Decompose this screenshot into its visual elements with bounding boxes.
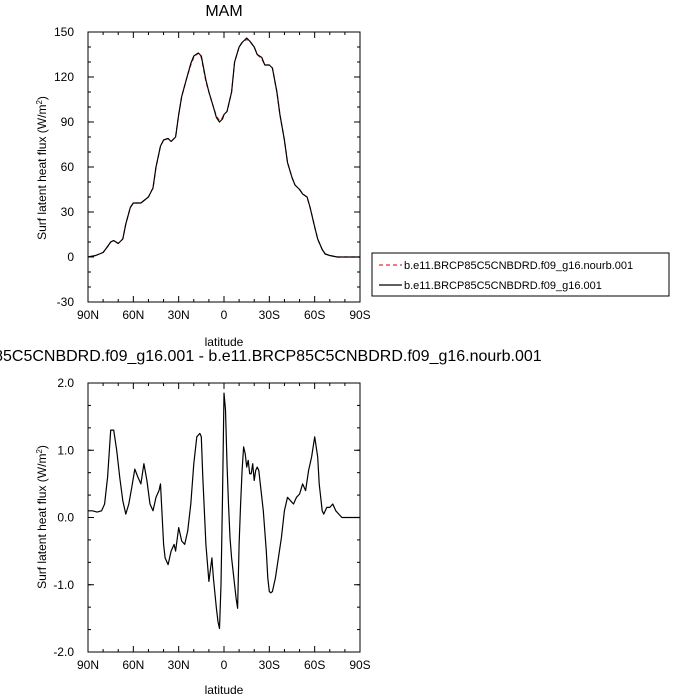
top-x-tick-label: 30S — [259, 308, 280, 322]
bottom-plot-area — [88, 392, 360, 630]
top-y-tick-label: 30 — [61, 205, 75, 219]
bottom-y-tick-label: 2.0 — [57, 376, 74, 390]
bottom-series-line-0 — [88, 392, 360, 630]
top-y-tick-label: 0 — [67, 250, 74, 264]
top-x-tick-label: 90N — [77, 308, 99, 322]
top-plot-area — [87, 37, 360, 258]
top-x-tick-label: 30N — [168, 308, 190, 322]
bottom-y-tick-label: -2.0 — [53, 645, 74, 659]
top-x-tick-label: 60N — [122, 308, 144, 322]
top-y-tick-label: 120 — [54, 70, 74, 84]
bottom-panel: b.e11.BRCP85C5CNBDRD.f09_g16.001 - b.e11… — [0, 348, 542, 697]
bottom-x-tick-label: 90N — [77, 658, 99, 672]
bottom-y-tick-label: -1.0 — [53, 578, 74, 592]
bottom-x-tick-label: 30S — [259, 658, 280, 672]
top-x-tick-label: 0 — [221, 308, 228, 322]
legend-box — [371, 252, 670, 297]
top-y-tick-label: 90 — [61, 115, 75, 129]
top-chart-title: MAM — [205, 3, 242, 20]
top-y-tick-label: 60 — [61, 160, 75, 174]
top-y-tick-label: 150 — [54, 25, 74, 39]
bottom-x-tick-label: 60S — [304, 658, 325, 672]
top-plot-frame — [87, 31, 361, 303]
bottom-y-axis-label: Surf latent heat flux (W/m2) — [35, 445, 49, 589]
top-series-line-1 — [87, 37, 360, 258]
top-y-axis-label: Surf latent heat flux (W/m2) — [35, 96, 49, 240]
bottom-x-axis-label: latitude — [205, 683, 244, 697]
top-y-tick-label: -30 — [57, 295, 75, 309]
bottom-x-tick-label: 60N — [122, 658, 144, 672]
bottom-y-tick-label: 1.0 — [57, 443, 74, 457]
top-x-tick-label: 90S — [349, 308, 370, 322]
bottom-axes: 90N 60N 30N 0 30S 60S 90S -2.0 -1.0 0.0 1.0 2.0 — [53, 376, 370, 672]
bottom-plot-frame — [87, 382, 361, 653]
legend: b.e11.BRCP85C5CNBDRD.f09_g16.nourb.001 b… — [371, 252, 670, 297]
top-x-tick-label: 60S — [304, 308, 325, 322]
top-panel: MAM latitude Surf latent heat flux (W/m2… — [35, 3, 371, 349]
bottom-x-tick-label: 90S — [349, 658, 370, 672]
top-series-line-0 — [87, 38, 360, 258]
top-x-axis-label: latitude — [205, 335, 244, 349]
bottom-chart-title: b.e11.BRCP85C5CNBDRD.f09_g16.001 - b.e11… — [0, 348, 542, 365]
bottom-y-tick-label: 0.0 — [57, 511, 74, 525]
bottom-x-tick-label: 0 — [221, 658, 228, 672]
legend-label-control: b.e11.BRCP85C5CNBDRD.f09_g16.001 — [404, 280, 602, 292]
top-axes: 90N 60N 30N 0 30S 60S 90S -30 0 30 60 90 120 150 — [54, 25, 371, 322]
bottom-x-tick-label: 30N — [168, 658, 190, 672]
legend-label-nourb: b.e11.BRCP85C5CNBDRD.f09_g16.nourb.001 — [404, 260, 633, 272]
